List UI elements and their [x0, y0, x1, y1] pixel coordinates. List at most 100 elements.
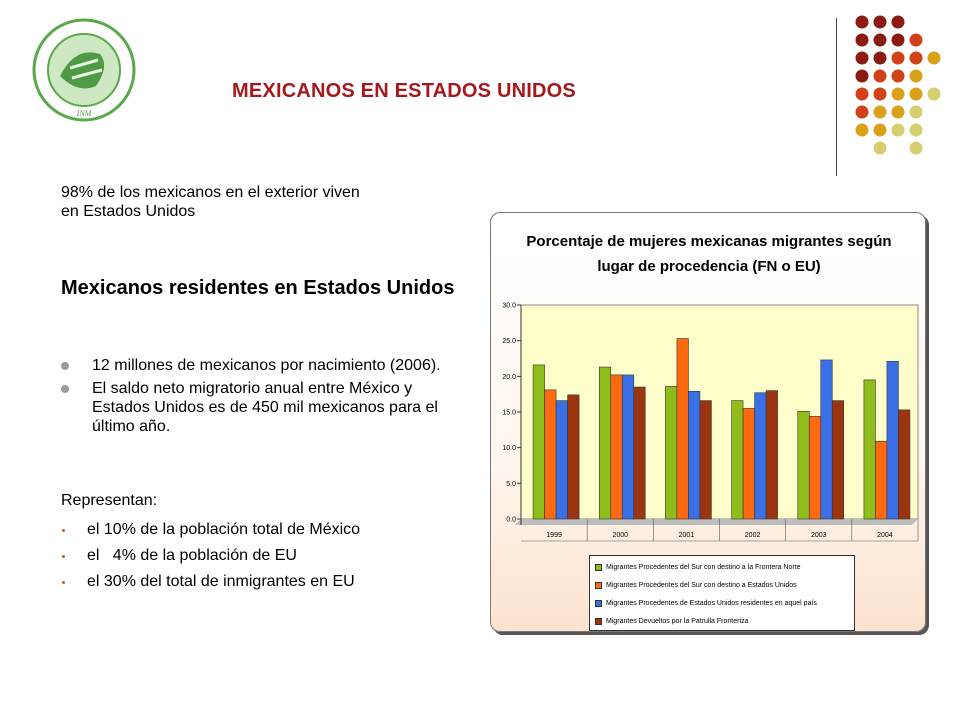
- decorative-dot: [873, 15, 887, 29]
- small-bullet-icon: [62, 529, 65, 532]
- bar: [742, 408, 755, 520]
- bullet-dot-icon: [61, 362, 69, 370]
- bullet-list: 12 millones de mexicanos por nacimiento …: [61, 356, 461, 440]
- decorative-dot: [873, 33, 887, 47]
- decorative-dot: [891, 105, 905, 119]
- bullet-item: El saldo neto migratorio anual entre Méx…: [61, 379, 461, 436]
- legend-label: Migrantes Procedentes del Sur con destin…: [606, 581, 797, 589]
- decorative-dot: [873, 123, 887, 137]
- y-tick-label: 15.0: [502, 410, 516, 417]
- bar: [598, 366, 612, 520]
- y-tick-label: 0.0: [506, 517, 516, 524]
- decorative-dot: [891, 87, 905, 101]
- x-tick-label: 2000: [612, 532, 628, 539]
- bar: [754, 392, 767, 520]
- small-bullet-icon: [62, 581, 65, 584]
- legend-label: Migrantes Devueltos por la Patrulla Fron…: [606, 617, 749, 625]
- decorative-dot: [891, 69, 905, 83]
- legend-swatch: [595, 581, 602, 589]
- intro-line-2: en Estados Unidos: [61, 203, 196, 220]
- legend-item: Migrantes Procedentes de Estados Unidos …: [590, 594, 854, 612]
- decorative-dot: [891, 15, 905, 29]
- legend-item: Migrantes Procedentes del Sur con destin…: [590, 576, 854, 594]
- decorative-dot: [909, 87, 923, 101]
- legend-swatch: [595, 617, 602, 625]
- bar: [765, 390, 778, 520]
- decorative-dot-grid: [855, 15, 941, 155]
- bar: [688, 391, 701, 520]
- bar: [898, 409, 911, 520]
- chart-title-line-2: lugar de procedencia (FN o EU): [597, 258, 821, 275]
- intro-text: 98% de los mexicanos en el exterior vive…: [61, 183, 471, 221]
- bullet-item: 12 millones de mexicanos por nacimiento …: [61, 356, 461, 375]
- bar: [797, 410, 810, 520]
- decorative-dot: [855, 69, 869, 83]
- legend-label: Migrantes Procedentes de Estados Unidos …: [606, 599, 817, 607]
- x-tick-label: 2002: [745, 532, 761, 539]
- bar-chart: 0.0 5.0 10.0 15.0 20.0 25.0 30.0 1999 2000 2001 20…: [502, 303, 919, 542]
- decorative-dot: [927, 87, 941, 101]
- bar: [820, 359, 833, 520]
- bar: [863, 379, 876, 520]
- represent-item: el 4% de la población de EU: [61, 547, 471, 573]
- bar: [731, 400, 744, 520]
- decorative-dot: [909, 141, 923, 155]
- decorative-dot: [855, 15, 869, 29]
- y-tick-label: 20.0: [502, 374, 516, 381]
- represent-item: el 30% del total de inmigrantes en EU: [61, 573, 471, 599]
- page-title: MEXICANOS EN ESTADOS UNIDOS: [232, 80, 576, 102]
- bar: [633, 386, 646, 520]
- decorative-dot: [855, 51, 869, 65]
- decorative-dot: [855, 123, 869, 137]
- decorative-dot: [873, 87, 887, 101]
- y-tick-label: 5.0: [506, 481, 516, 488]
- decorative-dot: [855, 33, 869, 47]
- bar: [831, 400, 845, 520]
- represent-item: el 10% de la población total de México: [61, 521, 471, 547]
- x-tick-label: 2001: [679, 532, 695, 539]
- decorative-dot: [909, 33, 923, 47]
- bar: [808, 415, 822, 520]
- bar: [610, 374, 623, 520]
- legend-swatch: [595, 563, 602, 571]
- legend-swatch: [595, 599, 602, 607]
- bar: [676, 338, 689, 520]
- decorative-dot: [909, 51, 923, 65]
- decorative-dot: [873, 69, 887, 83]
- chart-title-line-1: Porcentaje de mujeres mexicanas migrante…: [526, 233, 892, 250]
- bar: [567, 394, 580, 520]
- section-heading: Mexicanos residentes en Estados Unidos: [61, 277, 455, 299]
- plot-floor: [515, 519, 918, 525]
- inm-logo: INM: [32, 18, 136, 122]
- decorative-dot: [891, 123, 905, 137]
- represent-label: Representan:: [61, 492, 158, 509]
- decorative-dot: [909, 123, 923, 137]
- bar: [875, 440, 888, 520]
- decorative-dot: [927, 51, 941, 65]
- decorative-dot: [909, 69, 923, 83]
- svg-text:INM: INM: [76, 109, 93, 118]
- x-tick-label: 2004: [877, 532, 893, 539]
- legend-item: Migrantes Devueltos por la Patrulla Fron…: [590, 612, 854, 630]
- decorative-dot: [873, 141, 887, 155]
- decorative-dot: [909, 105, 923, 119]
- x-tick-label: 1999: [546, 532, 562, 539]
- bar: [621, 374, 635, 520]
- small-bullet-icon: [62, 555, 65, 558]
- plot-area: [520, 304, 919, 520]
- decorative-dot: [891, 33, 905, 47]
- legend-item: Migrantes Procedentes del Sur con destin…: [590, 558, 854, 576]
- represent-list: el 10% de la población total de México e…: [61, 521, 471, 599]
- decorative-dot: [855, 105, 869, 119]
- y-tick-label: 10.0: [502, 445, 516, 452]
- decorative-dot: [891, 51, 905, 65]
- bar: [665, 386, 678, 520]
- bar: [886, 361, 899, 520]
- y-tick-label: 30.0: [502, 303, 516, 310]
- bar: [544, 389, 557, 520]
- chart-panel: Porcentaje de mujeres mexicanas migrante…: [490, 212, 926, 632]
- intro-line-1: 98% de los mexicanos en el exterior vive…: [61, 184, 360, 201]
- divider-line: [836, 18, 837, 176]
- bar: [555, 400, 568, 520]
- chart-legend: Migrantes Procedentes del Sur con destin…: [589, 555, 855, 631]
